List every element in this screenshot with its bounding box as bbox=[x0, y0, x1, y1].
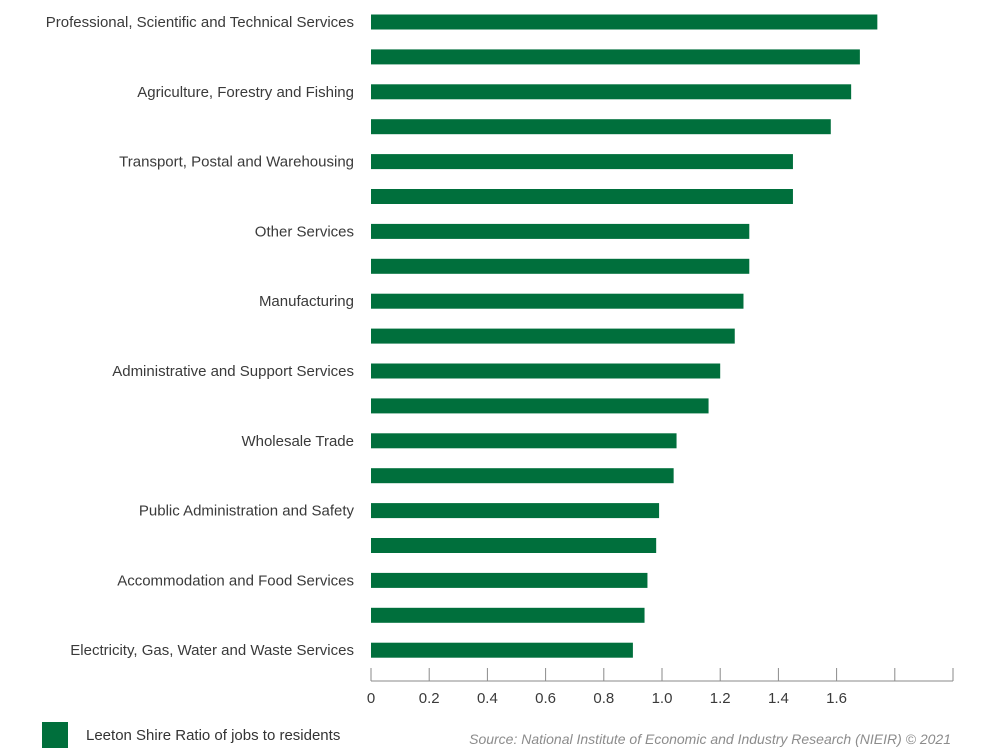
bar bbox=[371, 258, 750, 274]
bar bbox=[371, 223, 750, 239]
x-tick-label: 0.4 bbox=[477, 690, 498, 707]
x-tick-label: 1.0 bbox=[652, 690, 673, 707]
bar bbox=[371, 49, 860, 65]
category-label: Accommodation and Food Services bbox=[117, 572, 354, 589]
bar bbox=[371, 398, 709, 414]
bar bbox=[371, 572, 648, 588]
bar-chart: Professional, Scientific and Technical S… bbox=[46, 14, 954, 707]
x-tick-label: 0.8 bbox=[593, 690, 614, 707]
category-label: Other Services bbox=[255, 223, 354, 240]
category-label: Wholesale Trade bbox=[241, 433, 354, 450]
bar bbox=[371, 189, 793, 204]
category-label: Transport, Postal and Warehousing bbox=[119, 154, 354, 171]
x-tick-label: 1.4 bbox=[768, 690, 789, 707]
bar bbox=[371, 468, 674, 484]
bar bbox=[371, 328, 735, 344]
bar bbox=[371, 538, 657, 553]
category-label: Electricity, Gas, Water and Waste Servic… bbox=[70, 642, 354, 659]
bar bbox=[371, 119, 831, 135]
category-label: Public Administration and Safety bbox=[139, 503, 355, 520]
bar bbox=[371, 293, 744, 309]
bar bbox=[371, 433, 677, 449]
bar bbox=[371, 84, 852, 100]
legend-swatch bbox=[42, 722, 68, 748]
x-tick-label: 1.6 bbox=[826, 690, 847, 707]
x-tick-label: 1.2 bbox=[710, 690, 731, 707]
bar bbox=[371, 363, 721, 379]
category-label: Agriculture, Forestry and Fishing bbox=[137, 84, 354, 101]
category-label: Manufacturing bbox=[259, 293, 354, 310]
category-label: Professional, Scientific and Technical S… bbox=[46, 14, 354, 31]
bar bbox=[371, 503, 660, 519]
legend: Leeton Shire Ratio of jobs to residents bbox=[42, 722, 341, 748]
category-label: Administrative and Support Services bbox=[112, 363, 354, 380]
bar bbox=[371, 642, 633, 658]
x-tick-label: 0.2 bbox=[419, 690, 440, 707]
legend-label: Leeton Shire Ratio of jobs to residents bbox=[86, 726, 341, 744]
bar bbox=[371, 154, 793, 170]
bar bbox=[371, 607, 645, 623]
bar bbox=[371, 14, 878, 30]
x-tick-label: 0 bbox=[367, 690, 375, 707]
x-tick-label: 0.6 bbox=[535, 690, 556, 707]
source-note: Source: National Institute of Economic a… bbox=[469, 731, 951, 747]
